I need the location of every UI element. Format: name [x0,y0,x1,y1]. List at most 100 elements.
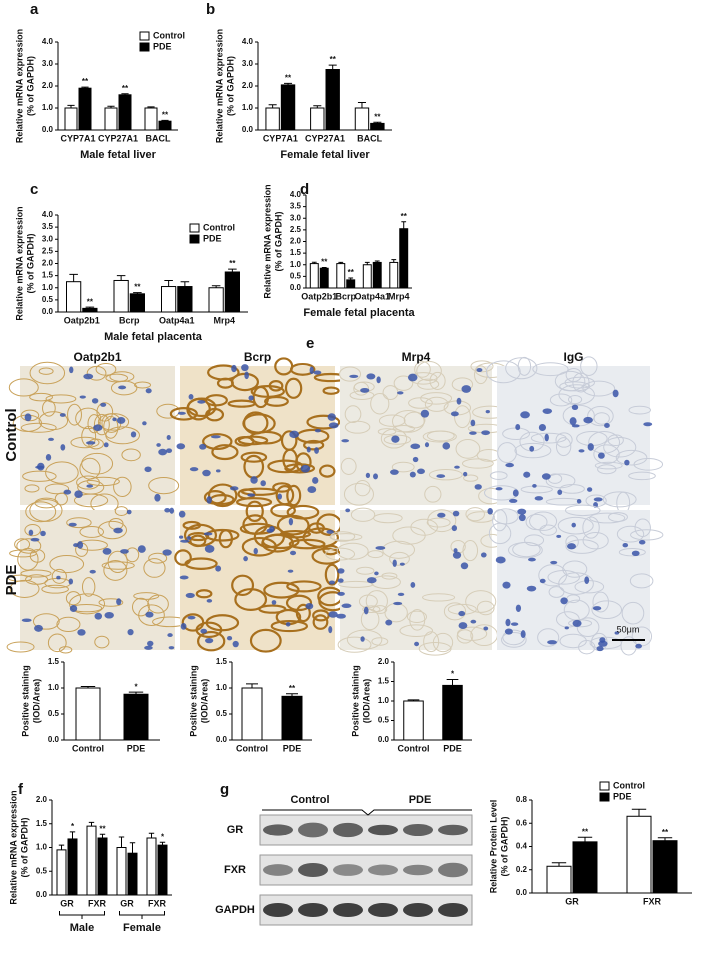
nucleus [515,604,522,613]
nucleus [142,421,147,426]
bar [113,279,129,313]
nucleus [79,395,86,399]
x-tick-label: PDE [127,743,146,753]
tissue-fiber [234,436,255,447]
nucleus [598,640,608,647]
tissue-fiber [576,617,600,638]
tissue-fiber [476,600,495,616]
nucleus [583,416,593,424]
tissue-fiber [443,602,467,621]
tissue-fiber [44,483,70,495]
nucleus [24,413,32,422]
band [403,864,433,876]
error-bar [631,808,647,817]
nucleus [94,612,103,620]
nucleus [474,484,482,490]
nucleus [463,471,468,477]
bar [123,693,149,741]
nucleus [247,493,256,497]
error-bar [311,261,317,264]
nucleus [544,433,549,442]
nucleus [100,402,107,407]
band [333,903,363,917]
legend-label: Control [613,780,645,790]
nucleus [287,569,294,573]
tissue-fiber [101,561,135,570]
nucleus [137,545,146,553]
tissue-fiber [391,461,415,473]
nucleus [60,444,66,451]
nucleus [517,508,527,515]
nucleus [230,486,239,491]
error-bar [159,841,166,846]
nucleus [277,493,283,500]
tissue-fiber [133,592,160,600]
y-axis-label: (% of GAPDH) [25,234,35,294]
tissue-fiber [339,366,362,382]
bar [310,107,325,131]
nucleus [305,602,314,610]
significance: ** [229,259,236,268]
tissue-fiber [520,485,553,494]
y-tick-label: 4.0 [42,37,54,46]
nucleus [586,487,593,492]
tissue-fiber [337,636,372,653]
nucleus [202,469,211,477]
blot-strip [259,854,473,886]
nucleus [442,442,451,450]
tissue-fiber [344,405,362,423]
tissue-fiber [336,542,369,560]
y-tick-label: 4.0 [42,210,54,219]
tissue-fiber [288,538,326,550]
nucleus [596,646,604,652]
error-bar [81,86,89,89]
band [263,864,293,876]
nucleus [483,626,489,631]
nucleus [529,445,535,452]
tissue-fiber [338,580,374,588]
y-tick-label: 3.0 [242,59,254,68]
nucleus [614,631,620,635]
nucleus [523,471,531,478]
tissue-fiber [169,407,198,421]
nucleus [399,562,405,566]
tissue-fiber [148,552,168,564]
nucleus [469,431,477,435]
tissue-fiber [268,380,284,392]
tissue-fiber [211,444,239,461]
column-header: IgG [564,350,584,364]
bar [116,847,127,896]
nucleus [337,568,345,574]
tissue-fiber [121,448,141,462]
legend-swatch [139,31,150,41]
tissue-fiber [424,485,442,503]
tissue-fiber [389,551,410,566]
nucleus [598,452,605,459]
error-bar [128,691,144,695]
nucleus [127,628,134,636]
error-bar [228,268,237,272]
bar [82,307,98,313]
row-label: Control [3,408,20,461]
y-tick-label: 1.0 [42,283,54,292]
tissue-fiber [483,485,520,501]
tissue-fiber [393,375,414,391]
y-tick-label: 3.5 [290,202,302,211]
tissue-fiber [54,492,68,506]
tissue-fiber [231,574,255,597]
blot-row-label: FXR [224,864,246,876]
nucleus [643,422,653,427]
nucleus [542,408,553,414]
nucleus [495,556,506,564]
y-axis-label: Positive staining [350,665,360,737]
tissue-fiber [322,544,340,556]
panel-label: c [30,181,38,198]
nucleus [336,613,346,619]
nucleus [200,628,208,634]
nucleus [391,435,400,443]
nucleus [397,391,404,395]
micrograph [340,510,492,650]
nucleus [186,536,192,541]
tissue-fiber [16,538,42,554]
y-tick-label: 3.0 [42,234,54,243]
